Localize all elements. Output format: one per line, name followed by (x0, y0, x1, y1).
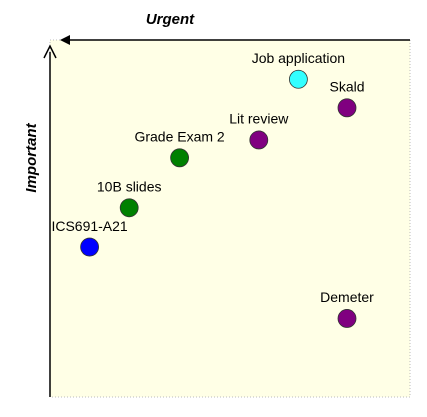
point-label: 10B slides (97, 178, 162, 194)
point-label: Demeter (320, 289, 374, 305)
y-axis-title: Important (23, 122, 40, 192)
point-label: Skald (329, 79, 364, 95)
point (80, 237, 99, 257)
point-label: ICS691-A21 (51, 218, 127, 234)
point-label: Lit review (229, 111, 289, 127)
point (337, 309, 357, 328)
point (249, 130, 269, 150)
point (170, 148, 190, 168)
point (288, 69, 308, 89)
x-arrow (60, 35, 70, 45)
point-label: Job application (252, 50, 345, 66)
point (337, 98, 357, 118)
point-label: Grade Exam 2 (134, 129, 224, 145)
point (119, 198, 139, 218)
x-axis-title: Urgent (146, 11, 195, 28)
y-arrow (43, 44, 57, 59)
